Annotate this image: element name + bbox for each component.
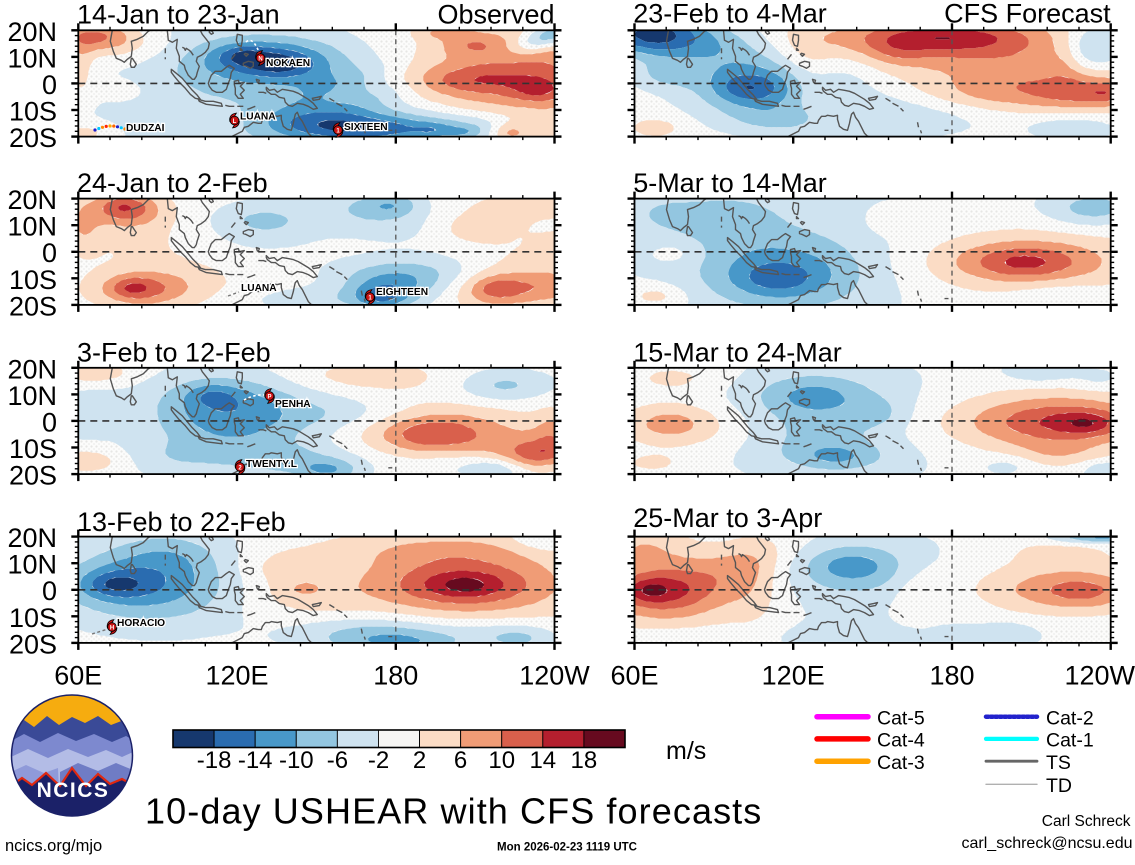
svg-text:25-Mar to 3-Apr: 25-Mar to 3-Apr <box>633 503 822 533</box>
svg-text:20S: 20S <box>9 461 57 491</box>
svg-text:m/s: m/s <box>666 737 706 765</box>
svg-text:TS: TS <box>1046 752 1071 774</box>
svg-text:24-Jan to 2-Feb: 24-Jan to 2-Feb <box>77 168 268 198</box>
svg-text:180: 180 <box>929 661 974 691</box>
svg-text:23-Feb to 4-Mar: 23-Feb to 4-Mar <box>633 0 827 29</box>
svg-text:120E: 120E <box>205 661 268 691</box>
svg-text:Carl Schreck: Carl Schreck <box>1042 813 1131 830</box>
svg-text:10S: 10S <box>9 97 57 127</box>
svg-text:10S: 10S <box>9 434 57 464</box>
svg-text:3-Feb to 12-Feb: 3-Feb to 12-Feb <box>77 337 271 367</box>
svg-text:NCICS: NCICS <box>37 779 110 802</box>
svg-text:0: 0 <box>42 576 57 606</box>
svg-text:LUANA: LUANA <box>240 112 276 123</box>
svg-text:60E: 60E <box>54 661 102 691</box>
svg-text:13-Feb to 22-Feb: 13-Feb to 22-Feb <box>77 507 286 537</box>
svg-text:0: 0 <box>42 70 57 100</box>
svg-text:10: 10 <box>488 747 515 774</box>
svg-text:Cat-5: Cat-5 <box>877 707 925 729</box>
svg-text:1: 1 <box>336 128 340 134</box>
svg-text:SIXTEEN: SIXTEEN <box>344 122 388 133</box>
svg-text:EIGHTEEN: EIGHTEEN <box>376 287 428 298</box>
svg-text:carl_schreck@ncsu.edu: carl_schreck@ncsu.edu <box>962 835 1133 852</box>
svg-text:6: 6 <box>454 747 467 774</box>
svg-text:14-Jan to 23-Jan: 14-Jan to 23-Jan <box>77 0 280 30</box>
svg-text:Observed: Observed <box>437 0 554 30</box>
svg-text:-6: -6 <box>327 747 348 774</box>
svg-text:20N: 20N <box>7 354 57 384</box>
svg-text:18: 18 <box>571 747 598 774</box>
svg-text:0: 0 <box>42 238 57 268</box>
svg-text:-2: -2 <box>368 747 389 774</box>
svg-text:CFS Forecast: CFS Forecast <box>944 0 1111 29</box>
svg-text:NOKAEN: NOKAEN <box>266 58 310 69</box>
svg-text:-14: -14 <box>238 747 273 774</box>
svg-text:14: 14 <box>529 747 556 774</box>
svg-text:10N: 10N <box>7 212 57 242</box>
svg-text:TWENTY.L: TWENTY.L <box>246 459 297 470</box>
svg-text:-10: -10 <box>279 747 314 774</box>
svg-text:HORACIO: HORACIO <box>117 618 165 629</box>
svg-text:120W: 120W <box>519 661 590 691</box>
svg-text:H: H <box>110 625 114 631</box>
svg-text:2: 2 <box>238 465 242 471</box>
svg-text:20S: 20S <box>9 629 57 659</box>
svg-text:10N: 10N <box>7 43 57 73</box>
svg-text:120W: 120W <box>1064 661 1135 691</box>
svg-text:L: L <box>233 119 237 125</box>
svg-text:180: 180 <box>373 661 418 691</box>
svg-text:Cat-3: Cat-3 <box>877 752 925 774</box>
svg-text:LUANA: LUANA <box>241 283 277 294</box>
svg-text:20S: 20S <box>9 291 57 321</box>
svg-text:Cat-2: Cat-2 <box>1046 707 1094 729</box>
svg-text:-18: -18 <box>197 747 232 774</box>
svg-text:10-day USHEAR with CFS forecas: 10-day USHEAR with CFS forecasts <box>145 791 762 832</box>
svg-text:10N: 10N <box>7 550 57 580</box>
svg-text:N: N <box>258 56 262 62</box>
svg-text:Mon 2026-02-23 1119 UTC: Mon 2026-02-23 1119 UTC <box>497 842 637 854</box>
svg-text:20N: 20N <box>7 17 57 47</box>
svg-text:15-Mar to 24-Mar: 15-Mar to 24-Mar <box>633 337 842 367</box>
svg-text:TD: TD <box>1046 775 1072 797</box>
svg-text:Cat-4: Cat-4 <box>877 730 925 752</box>
svg-text:120E: 120E <box>762 661 825 691</box>
svg-text:Cat-1: Cat-1 <box>1046 730 1094 752</box>
svg-text:5-Mar to 14-Mar: 5-Mar to 14-Mar <box>633 168 827 198</box>
svg-text:10S: 10S <box>9 265 57 295</box>
svg-text:60E: 60E <box>610 661 658 691</box>
svg-text:10S: 10S <box>9 603 57 633</box>
svg-text:10N: 10N <box>7 381 57 411</box>
svg-text:2: 2 <box>413 747 426 774</box>
svg-text:DUDZAI: DUDZAI <box>126 123 165 134</box>
svg-text:0: 0 <box>42 407 57 437</box>
svg-text:20N: 20N <box>7 185 57 215</box>
svg-text:P: P <box>268 394 272 400</box>
svg-text:ncics.org/mjo: ncics.org/mjo <box>5 837 102 855</box>
svg-text:20N: 20N <box>7 523 57 553</box>
svg-text:PENHA: PENHA <box>275 399 311 410</box>
svg-text:20S: 20S <box>9 123 57 153</box>
svg-text:1: 1 <box>368 295 372 301</box>
